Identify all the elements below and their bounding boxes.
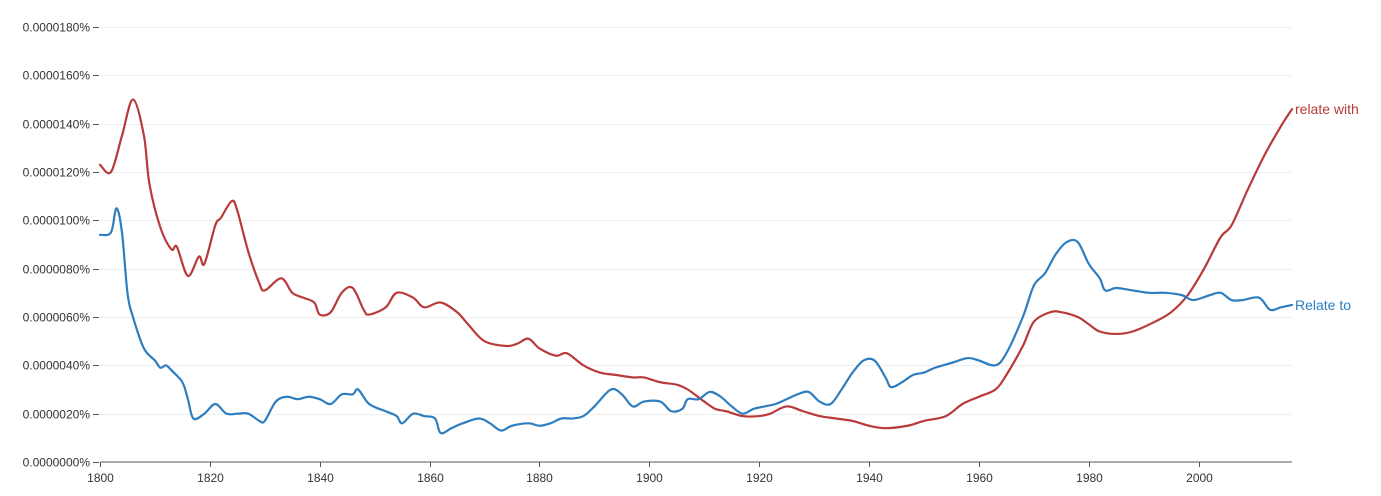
y-tick-label: 0.0000040% <box>23 359 91 373</box>
x-tick-label: 1960 <box>966 471 993 485</box>
series-label-relate-with: relate with <box>1295 101 1359 117</box>
x-tick-label: 1840 <box>307 471 334 485</box>
y-tick-label: 0.0000120% <box>23 166 91 180</box>
y-tick-label: 0.0000020% <box>23 408 91 422</box>
x-tick-label: 1980 <box>1076 471 1103 485</box>
x-tick-label: 1820 <box>197 471 224 485</box>
y-tick-label: 0.0000140% <box>23 118 91 132</box>
y-tick-label: 0.0000180% <box>23 21 91 35</box>
gridlines <box>100 27 1292 415</box>
x-axis: 1800 1820 1840 1860 1880 1900 1920 1940 1960 1980… <box>87 462 1213 485</box>
y-tick-label: 0.0000100% <box>23 214 91 228</box>
y-tick-label: 0.0000080% <box>23 263 91 277</box>
y-axis: 0.0000000% 0.0000020% 0.0000040% 0.0000060%… <box>23 21 99 470</box>
x-tick-label: 1880 <box>526 471 553 485</box>
x-tick-label: 1900 <box>636 471 663 485</box>
series-label-relate-to: Relate to <box>1295 297 1351 313</box>
y-tick-label: 0.0000060% <box>23 311 91 325</box>
series-labels: relate with Relate to <box>1295 101 1359 313</box>
y-tick-label: 0.0000000% <box>23 456 91 470</box>
x-tick-label: 1920 <box>746 471 773 485</box>
x-tick-label: 2000 <box>1186 471 1213 485</box>
series-lines <box>98 98 1294 435</box>
x-tick-label: 1800 <box>87 471 114 485</box>
series-line-relate-to <box>98 207 1294 435</box>
series-line-relate-with <box>98 98 1294 430</box>
x-tick-label: 1940 <box>856 471 883 485</box>
x-tick-label: 1860 <box>417 471 444 485</box>
y-tick-label: 0.0000160% <box>23 69 91 83</box>
